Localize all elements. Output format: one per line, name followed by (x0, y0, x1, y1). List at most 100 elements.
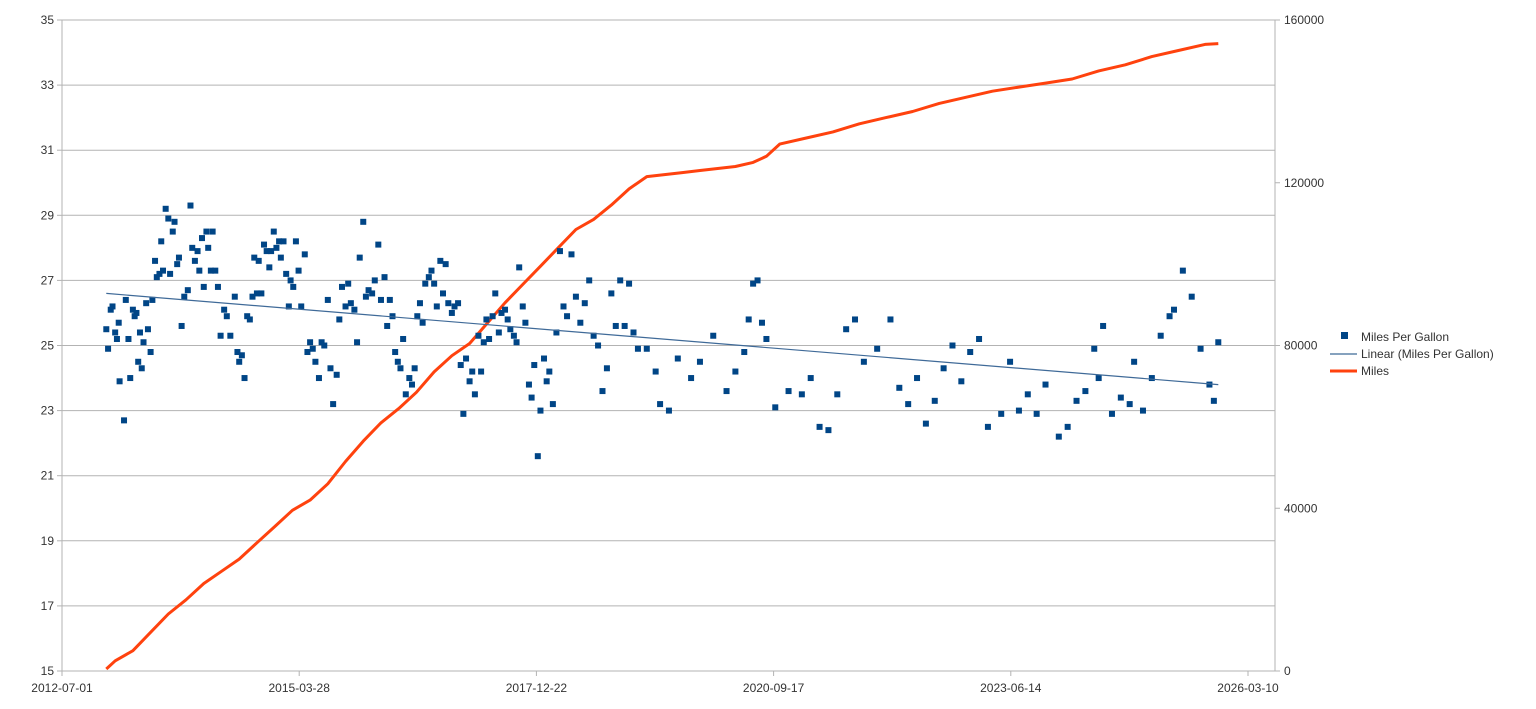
data-point (144, 326, 151, 333)
data-point (362, 293, 369, 300)
data-point (129, 306, 136, 313)
data-point (290, 283, 297, 290)
y-tick-label: 27 (41, 273, 55, 287)
data-point (360, 218, 367, 225)
data-point (522, 319, 529, 326)
data-point (258, 290, 265, 297)
data-point (261, 241, 268, 248)
data-point (586, 277, 593, 284)
data-point (914, 375, 921, 382)
data-point (1126, 401, 1133, 408)
data-point (652, 368, 659, 375)
data-point (931, 397, 938, 404)
data-point (445, 300, 452, 307)
x-tick-label: 2012-07-01 (31, 681, 93, 695)
data-point (116, 378, 123, 385)
x-tick-label: 2015-03-28 (269, 681, 331, 695)
data-point (431, 280, 438, 287)
data-point (549, 401, 556, 408)
data-point (113, 335, 120, 342)
data-point (122, 296, 129, 303)
data-point (543, 378, 550, 385)
data-point (516, 264, 523, 271)
data-point (133, 309, 140, 316)
data-point (386, 296, 393, 303)
gridlines (62, 19, 1275, 672)
legend-item-miles: Miles (1330, 364, 1389, 378)
data-point (498, 309, 505, 316)
data-point (603, 365, 610, 372)
data-point (165, 215, 172, 222)
trend-line (106, 292, 1219, 386)
data-point (138, 365, 145, 372)
x-tick-label: 2026-03-10 (1217, 681, 1279, 695)
legend-item-mpg: Miles Per Gallon (1341, 330, 1449, 344)
axes (57, 19, 1280, 676)
data-point (389, 313, 396, 320)
data-point (688, 375, 695, 382)
data-point (732, 368, 739, 375)
data-point (181, 293, 188, 300)
data-point (125, 335, 132, 342)
mpg-trend-line (106, 292, 1219, 386)
data-point (198, 235, 205, 242)
data-point (750, 280, 757, 287)
data-point (231, 293, 238, 300)
data-point (406, 375, 413, 382)
data-point (276, 238, 283, 245)
data-point (475, 332, 482, 339)
y-tick-label: 15 (41, 664, 55, 678)
data-point (342, 303, 349, 310)
data-point (153, 274, 160, 281)
data-point (285, 303, 292, 310)
data-point (238, 352, 245, 359)
data-point (327, 365, 334, 372)
data-point (665, 407, 672, 414)
data-point (394, 358, 401, 365)
data-point (463, 355, 470, 362)
y-tick-label: 35 (41, 13, 55, 27)
data-point (1206, 381, 1213, 388)
data-point (440, 290, 447, 297)
data-point (568, 251, 575, 258)
data-point (502, 306, 509, 313)
y2-tick-label: 80000 (1284, 339, 1318, 353)
data-point (534, 453, 541, 460)
x-tick-label: 2020-09-17 (743, 681, 805, 695)
data-point (621, 322, 628, 329)
data-point (643, 345, 650, 352)
y-tick-label: 23 (41, 404, 55, 418)
data-point (425, 274, 432, 281)
data-point (315, 375, 322, 382)
x-axis-tick-labels: 2012-07-01 2015-03-28 2017-12-22 2020-09-17… (31, 681, 1279, 695)
data-point (147, 349, 154, 356)
data-point (246, 316, 253, 323)
data-point (304, 349, 311, 356)
data-point (455, 300, 462, 307)
data-point (402, 391, 409, 398)
data-point (136, 329, 143, 336)
left-axis-tick-labels: 15 17 19 21 23 25 27 29 31 33 35 (41, 13, 55, 678)
data-point (345, 280, 352, 287)
data-point (546, 368, 553, 375)
data-point (1166, 313, 1173, 320)
data-point (480, 339, 487, 346)
data-point (922, 420, 929, 427)
legend-label: Miles Per Gallon (1361, 330, 1449, 344)
data-point (333, 371, 340, 378)
data-point (556, 248, 563, 255)
data-point (1091, 345, 1098, 352)
data-point (519, 303, 526, 310)
data-point (244, 313, 251, 320)
data-point (307, 339, 314, 346)
data-point (135, 358, 142, 365)
data-point (234, 349, 241, 356)
data-point (408, 381, 415, 388)
data-point (1024, 391, 1031, 398)
data-point (156, 270, 163, 277)
data-point (553, 329, 560, 336)
data-point (419, 319, 426, 326)
data-point (384, 322, 391, 329)
data-point (940, 365, 947, 372)
data-point (273, 244, 280, 251)
